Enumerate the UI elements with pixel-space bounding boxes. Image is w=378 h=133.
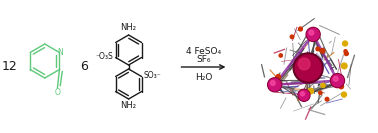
- Circle shape: [341, 63, 347, 69]
- Circle shape: [321, 83, 325, 88]
- Circle shape: [269, 79, 280, 91]
- Text: N: N: [57, 48, 64, 57]
- Circle shape: [316, 47, 319, 51]
- Circle shape: [299, 90, 309, 100]
- Circle shape: [293, 53, 323, 83]
- Circle shape: [307, 32, 312, 36]
- Circle shape: [344, 50, 347, 53]
- Circle shape: [333, 76, 338, 81]
- Text: SF₆: SF₆: [196, 55, 211, 65]
- Circle shape: [341, 92, 347, 97]
- Text: NH₂: NH₂: [121, 24, 136, 32]
- Circle shape: [325, 97, 329, 101]
- Circle shape: [276, 76, 279, 79]
- Text: H₂O: H₂O: [195, 72, 212, 82]
- Circle shape: [298, 58, 310, 70]
- Text: ⁻O₃S: ⁻O₃S: [96, 52, 114, 61]
- Circle shape: [342, 41, 347, 46]
- Circle shape: [268, 78, 282, 92]
- Circle shape: [339, 84, 344, 89]
- Text: 4 FeSO₄: 4 FeSO₄: [186, 47, 221, 55]
- Circle shape: [295, 55, 321, 81]
- Text: NH₂: NH₂: [121, 101, 136, 111]
- Text: SO₃⁻: SO₃⁻: [144, 71, 161, 80]
- Circle shape: [307, 28, 319, 40]
- Circle shape: [308, 88, 313, 94]
- Text: O: O: [54, 88, 60, 97]
- Circle shape: [309, 30, 314, 35]
- Circle shape: [344, 52, 348, 56]
- Circle shape: [299, 27, 302, 31]
- Circle shape: [330, 74, 344, 88]
- Circle shape: [276, 75, 280, 79]
- Circle shape: [279, 54, 282, 57]
- Text: 6: 6: [80, 59, 88, 72]
- Circle shape: [319, 91, 322, 94]
- Circle shape: [298, 89, 310, 101]
- Circle shape: [306, 27, 320, 41]
- Text: 12: 12: [2, 59, 18, 72]
- Circle shape: [320, 49, 325, 53]
- Circle shape: [301, 92, 304, 96]
- Circle shape: [270, 81, 275, 85]
- Circle shape: [290, 35, 294, 39]
- Circle shape: [332, 75, 344, 87]
